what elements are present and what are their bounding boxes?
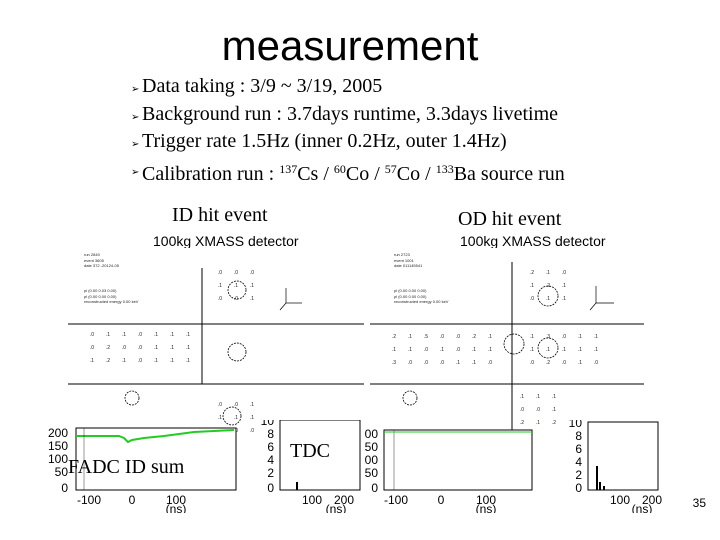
svg-text:0: 0 (61, 481, 68, 495)
od-pmt-grid-mid: .1.3.0.1.1 .1.1.1.1.1 .0.2.0.1.0 (529, 333, 599, 366)
od-reconstruction-info: pl (0.00 0.00 0.00) pl (0.00 0.00 0.00) re… (394, 288, 449, 304)
svg-text:(ns): (ns) (326, 502, 347, 513)
fadc-id-sum-label: FADC ID sum (68, 456, 185, 478)
slide-title: measurement (221, 22, 479, 69)
bullet-arrow-icon: ➢ (131, 166, 140, 178)
svg-text:200: 200 (48, 426, 68, 440)
od-wave-xticks: -100 0 100 (ns) (384, 493, 496, 513)
svg-text:4: 4 (267, 453, 274, 467)
id-pmt-grid-bottom: .0.1.1.0.1.1.1 .0.2.0.0.1.1.1 .1.2.1.0.1… (89, 331, 191, 364)
id-wave-yticks: 200 150 100 50 0 (48, 426, 68, 495)
svg-text:150: 150 (364, 440, 378, 454)
id-waveform-plots: 200 150 100 50 0 -100 0 100 (ns) 10 8 6 … (48, 420, 361, 513)
od-wave-yticks: 200 150 100 50 0 (364, 427, 378, 495)
isotope-mass-number: 137 (279, 161, 298, 176)
svg-text:200: 200 (364, 427, 378, 441)
id-hit-caption: ID hit event (172, 204, 268, 226)
od-event-display: run 2723 event 1001 date 011145541 pl (0.0… (364, 248, 664, 513)
svg-text:200: 200 (334, 493, 354, 507)
od-tdc-xticks: 100 200 (ns) (610, 493, 662, 513)
svg-text:8: 8 (267, 427, 274, 441)
od-pmt-grid-side: .1.1.1 .0.0.1 .2.1.2 (519, 393, 557, 426)
bullet-text: Trigger rate 1.5Hz (inner 0.2Hz, outer 1… (142, 130, 507, 152)
svg-text:(ns): (ns) (476, 502, 497, 513)
page-number: 35 (692, 496, 706, 510)
svg-text:50: 50 (365, 466, 379, 480)
od-detector-label: 100kg XMASS detector (460, 233, 606, 249)
od-run-info: run 2723 event 1001 date 011145541 (394, 252, 423, 268)
svg-text:200: 200 (642, 493, 662, 507)
svg-text:(ns): (ns) (166, 502, 187, 513)
bullet-arrow-icon: ➢ (131, 139, 140, 150)
svg-text:6: 6 (575, 442, 582, 456)
bullet-text: Ba source run (453, 162, 565, 185)
bullet-item: ➢ Trigger rate 1.5Hz (inner 0.2Hz, outer … (131, 128, 565, 156)
svg-text:2: 2 (267, 466, 274, 480)
svg-text:8: 8 (575, 429, 582, 443)
svg-text:10: 10 (569, 420, 583, 430)
bullet-item: ➢ Calibration run : 137Cs / 60Co / 57Co /… (131, 156, 565, 189)
svg-text:0: 0 (129, 493, 136, 507)
id-event-graphics (68, 268, 364, 426)
od-pmt-grid-top: .2.1.0 .1.2.1 .0.1.1 (529, 269, 567, 302)
id-event-display: run 2840 event 3605 date 372 -20124-05 pl … (44, 248, 364, 513)
bullet-list: ➢ Data taking : 3/9 ~ 3/19, 2005 ➢ Backgrou… (131, 73, 565, 189)
svg-text:2: 2 (575, 468, 582, 482)
id-tdc-yticks: 10 8 6 4 2 0 (261, 420, 275, 495)
bullet-text: Calibration run : (142, 162, 280, 185)
svg-text:4: 4 (575, 455, 582, 469)
isotope-mass-number: 57 (384, 161, 397, 176)
svg-text:-100: -100 (77, 493, 101, 507)
bullet-text: Background run : 3.7days runtime, 3.3day… (142, 102, 559, 125)
bullet-item: ➢ Background run : 3.7days runtime, 3.3da… (131, 101, 565, 129)
bullet-item: ➢ Data taking : 3/9 ~ 3/19, 2005 (131, 73, 565, 101)
id-detector-label: 100kg XMASS detector (153, 233, 299, 249)
isotope-mass-number: 60 (333, 161, 346, 176)
od-pmt-grid-bottom: .2.1.5.0.0.2.1 .1.1.0.1.0.1.1 .3.0.0.0.1… (391, 333, 493, 366)
bullet-text: Cs / (297, 162, 334, 185)
od-waveform-plots: 200 150 100 50 0 -100 0 100 (ns) 10 8 6 … (364, 420, 662, 513)
svg-text:100: 100 (302, 493, 322, 507)
svg-text:6: 6 (267, 440, 274, 454)
id-run-info: run 2840 event 3605 date 372 -20124-05 (84, 252, 119, 268)
svg-text:0: 0 (438, 493, 445, 507)
id-fadc-trace (76, 429, 235, 444)
svg-text:0: 0 (267, 481, 274, 495)
svg-text:100: 100 (364, 453, 378, 467)
id-reconstruction-info: pl (0.00 0.03 0.00) pl (0.00 0.00 0.00) re… (84, 288, 139, 304)
svg-text:100: 100 (48, 452, 68, 466)
svg-text:100: 100 (610, 493, 630, 507)
od-tdc-yticks: 10 8 6 4 2 0 (569, 420, 583, 495)
bullet-arrow-icon: ➢ (131, 111, 140, 123)
svg-text:100: 100 (166, 493, 186, 507)
bullet-text: Co / (396, 162, 436, 185)
id-tdc-bar (296, 482, 298, 490)
od-tdc-bars (596, 466, 605, 490)
tdc-label: TDC (290, 440, 330, 462)
svg-text:0: 0 (371, 481, 378, 495)
svg-text:100: 100 (476, 493, 496, 507)
svg-text:0: 0 (575, 481, 582, 495)
bullet-arrow-icon: ➢ (131, 84, 140, 95)
bullet-text: Data taking : 3/9 ~ 3/19, 2005 (142, 75, 383, 97)
id-pmt-grid-top: .0.0.0 .1.1.1 .0.0.1 (217, 269, 255, 302)
id-tdc-xticks: 100 200 (ns) (302, 493, 354, 513)
svg-text:-100: -100 (384, 493, 408, 507)
isotope-mass-number: 133 (435, 161, 454, 176)
svg-text:150: 150 (48, 439, 68, 453)
od-hit-caption: OD hit event (458, 208, 562, 230)
id-wave-xticks: -100 0 100 (ns) (77, 493, 186, 513)
svg-text:10: 10 (261, 420, 275, 428)
svg-text:50: 50 (55, 465, 69, 479)
bullet-text: Co / (345, 162, 385, 185)
svg-text:(ns): (ns) (632, 502, 653, 513)
